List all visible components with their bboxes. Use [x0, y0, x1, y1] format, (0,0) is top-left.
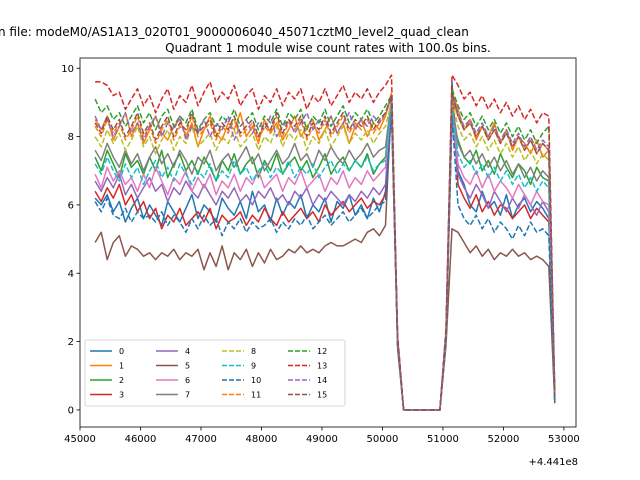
series-line-12 [94, 88, 556, 411]
legend-label-2: 2 [119, 376, 124, 385]
series-line-5 [94, 94, 556, 411]
legend-label-14: 14 [317, 376, 327, 385]
series-line-2 [94, 101, 556, 411]
y-tick-label-4: 4 [68, 269, 74, 280]
y-tick-label-0: 0 [68, 405, 74, 416]
x-tick-label-50000: 50000 [367, 434, 399, 445]
x-tick-label-53000: 53000 [548, 434, 580, 445]
suptitle: n file: modeM0/AS1A13_020T01_9000006040_… [0, 25, 469, 39]
legend-label-13: 13 [317, 362, 327, 371]
legend-label-8: 8 [251, 347, 256, 356]
x-tick-label-51000: 51000 [427, 434, 459, 445]
legend-label-9: 9 [251, 362, 256, 371]
y-tick-label-2: 2 [68, 337, 74, 348]
x-tick-label-47000: 47000 [185, 434, 217, 445]
legend-label-11: 11 [251, 391, 261, 400]
y-tick-label-8: 8 [68, 132, 74, 143]
legend-label-4: 4 [185, 347, 190, 356]
series-line-13 [95, 74, 556, 411]
legend-label-3: 3 [119, 391, 124, 400]
legend-label-7: 7 [185, 391, 190, 400]
x-tick-label-46000: 46000 [125, 434, 157, 445]
axes-frame [79, 57, 577, 428]
legend-label-5: 5 [185, 362, 190, 371]
plot-area: 45000 46000 47000 48000 49000 50000 51000 52000… [61, 57, 580, 445]
series-line-15 [94, 91, 556, 411]
legend-label-12: 12 [317, 347, 327, 356]
series-line-9 [94, 101, 556, 411]
series-line-6 [94, 101, 556, 411]
legend-label-15: 15 [317, 391, 327, 400]
legend-label-10: 10 [251, 376, 261, 385]
chart-title: Quadrant 1 module wise count rates with … [165, 41, 491, 55]
x-tick-label-45000: 45000 [64, 434, 96, 445]
legend-label-1: 1 [119, 362, 124, 371]
y-tick-label-6: 6 [68, 200, 74, 211]
y-tick-label-10: 10 [61, 64, 74, 75]
legend-label-6: 6 [185, 376, 190, 385]
x-tick-label-52000: 52000 [488, 434, 520, 445]
x-offset-label: +4.441e8 [528, 457, 578, 468]
series-line-0 [94, 81, 556, 411]
series-line-3 [94, 88, 556, 411]
series-line-7 [94, 98, 556, 411]
series-line-10 [94, 111, 556, 411]
series-line-11 [94, 91, 556, 411]
series-line-4 [94, 98, 556, 411]
x-tick-label-49000: 49000 [306, 434, 338, 445]
legend-label-0: 0 [119, 347, 124, 356]
series-line-8 [94, 101, 556, 411]
x-tick-label-48000: 48000 [246, 434, 278, 445]
legend-frame [84, 339, 346, 407]
